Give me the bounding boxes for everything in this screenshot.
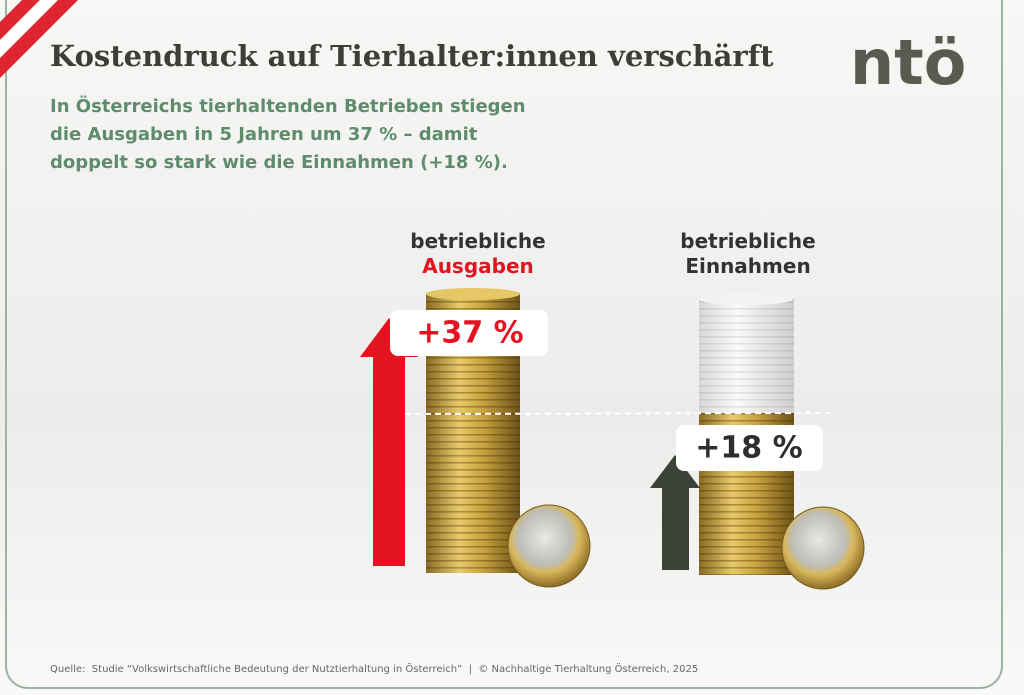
panel-label: Ausgaben xyxy=(422,254,534,278)
arrow xyxy=(360,318,418,566)
arrow xyxy=(650,455,700,570)
title: Kostendruck auf Tierhalter:innen verschä… xyxy=(50,39,774,73)
badge xyxy=(676,425,823,471)
subtitle-line: In Österreichs tierhaltenden Betrieben s… xyxy=(50,95,526,117)
subtitle-line: doppelt so stark wie die Einnahmen (+18 … xyxy=(50,152,508,173)
reference-line xyxy=(404,412,831,415)
badge-text: +37 % xyxy=(416,316,523,351)
euro-coin xyxy=(507,504,591,588)
panel-label: betriebliche xyxy=(680,229,815,253)
logo: ntö xyxy=(850,26,966,99)
badge-text: +18 % xyxy=(695,431,802,466)
frame xyxy=(5,0,1003,689)
subtitle-line: die Ausgaben in 5 Jahren um 37 % – damit xyxy=(50,124,478,145)
flag xyxy=(0,0,78,78)
footer: Quelle: Studie “Volkswirtschaftliche Bed… xyxy=(50,662,698,675)
panel-label: Einnahmen xyxy=(685,254,810,278)
badge xyxy=(390,310,548,356)
panel-label: betriebliche xyxy=(410,229,545,253)
euro-coin xyxy=(781,506,865,590)
